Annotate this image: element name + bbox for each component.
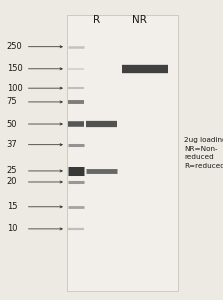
Bar [67, 15, 178, 291]
Text: 50: 50 [7, 119, 17, 128]
Text: 250: 250 [7, 42, 23, 51]
Text: 15: 15 [7, 202, 17, 211]
Text: 150: 150 [7, 64, 23, 73]
Text: 25: 25 [7, 167, 17, 176]
Text: 75: 75 [7, 98, 17, 106]
Text: 20: 20 [7, 178, 17, 187]
Text: 100: 100 [7, 84, 23, 93]
Text: 10: 10 [7, 224, 17, 233]
Text: 2ug loading
NR=Non-
reduced
R=reduced: 2ug loading NR=Non- reduced R=reduced [184, 137, 223, 169]
Text: NR: NR [132, 15, 147, 25]
Text: R: R [93, 15, 101, 25]
Text: 37: 37 [7, 140, 17, 149]
